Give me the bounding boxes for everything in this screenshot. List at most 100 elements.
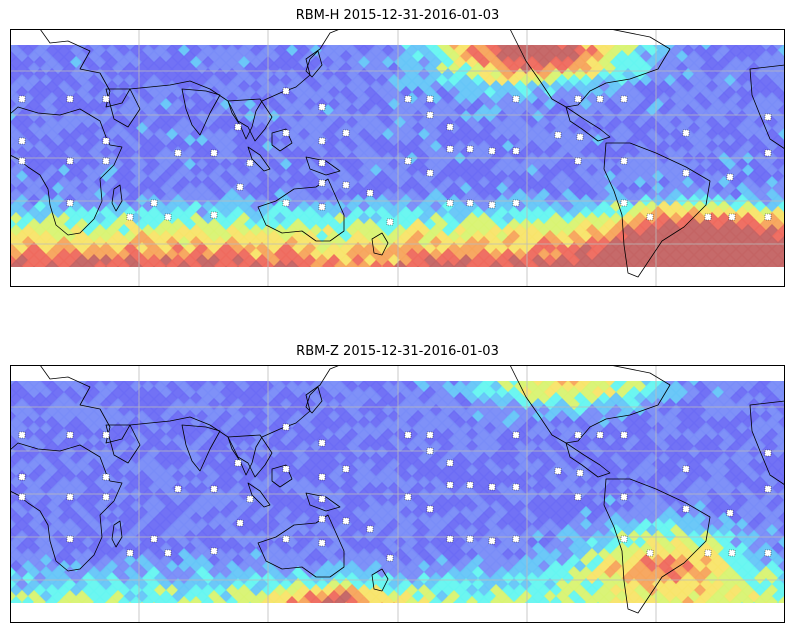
value-cell <box>777 104 785 118</box>
station-marker <box>210 211 218 219</box>
value-cell <box>777 440 785 454</box>
station-marker <box>366 189 374 197</box>
value-cell <box>777 116 785 130</box>
station-marker <box>764 113 772 121</box>
station-marker <box>102 137 110 145</box>
station-marker <box>210 149 218 157</box>
map-panel-rbm-z[interactable] <box>10 365 785 623</box>
value-cell <box>777 380 785 394</box>
station-marker <box>596 95 604 103</box>
station-marker <box>318 159 326 167</box>
station-marker <box>318 179 326 187</box>
station-marker <box>764 213 772 221</box>
coastline-borneo <box>271 128 293 152</box>
station-marker <box>764 149 772 157</box>
value-cell <box>777 452 785 466</box>
coastline-safrica2 <box>749 64 785 150</box>
value-cell <box>777 548 785 562</box>
coastline-namerica <box>509 29 671 108</box>
station-marker <box>576 133 584 141</box>
station-marker <box>488 201 496 209</box>
value-cell <box>777 56 785 70</box>
coastline-africa <box>10 106 123 236</box>
map-panel-rbm-h[interactable] <box>10 29 785 287</box>
coastline-arabia <box>105 88 141 128</box>
station-marker <box>704 213 712 221</box>
value-cell <box>777 464 785 478</box>
value-cell <box>777 572 785 586</box>
station-marker <box>18 157 26 165</box>
station-marker <box>102 95 110 103</box>
station-marker <box>446 145 454 153</box>
value-cell <box>777 512 785 526</box>
value-cell <box>777 176 785 190</box>
station-marker <box>574 157 582 165</box>
station-markers <box>18 87 772 226</box>
station-marker <box>574 95 582 103</box>
station-marker <box>682 129 690 137</box>
coastlines <box>10 29 785 278</box>
station-marker <box>18 137 26 145</box>
station-marker <box>66 199 74 207</box>
no-data-band <box>10 267 785 287</box>
station-marker <box>620 199 628 207</box>
station-marker <box>234 123 242 131</box>
coastline-sumatra <box>247 146 271 172</box>
value-cell <box>777 488 785 502</box>
station-marker <box>466 145 474 153</box>
map-rbm-h[interactable] <box>10 29 785 287</box>
value-cell <box>777 68 785 82</box>
station-marker <box>174 149 182 157</box>
station-marker <box>126 213 134 221</box>
value-cell <box>777 92 785 106</box>
station-marker <box>282 129 290 137</box>
station-marker <box>150 199 158 207</box>
coastline-japan <box>305 50 323 78</box>
value-cell <box>777 80 785 94</box>
value-cell <box>777 392 785 406</box>
station-marker <box>512 147 520 155</box>
value-cell <box>777 140 785 154</box>
station-marker <box>404 157 412 165</box>
value-cell <box>777 500 785 514</box>
value-cell <box>777 236 785 250</box>
station-marker <box>102 157 110 165</box>
station-marker <box>282 199 290 207</box>
value-cell <box>777 248 785 262</box>
station-marker <box>426 169 434 177</box>
station-marker <box>318 137 326 145</box>
coastline-india <box>181 88 221 136</box>
station-marker <box>246 159 254 167</box>
station-marker <box>646 213 654 221</box>
value-cell <box>777 224 785 238</box>
coastline-centam <box>565 106 611 142</box>
coastline-madagascar <box>111 184 123 212</box>
gridlines <box>10 29 785 287</box>
map-title-rbm-h: RBM-H 2015-12-31-2016-01-03 <box>295 8 500 23</box>
station-marker <box>682 169 690 177</box>
value-cell <box>777 536 785 550</box>
map-frame <box>10 29 785 287</box>
coastline-nz <box>371 232 389 256</box>
station-marker <box>554 131 562 139</box>
station-marker <box>512 95 520 103</box>
station-marker <box>66 95 74 103</box>
station-marker <box>728 213 736 221</box>
station-marker <box>726 173 734 181</box>
station-marker <box>342 129 350 137</box>
coastline-australia <box>257 178 345 242</box>
station-marker <box>488 147 496 155</box>
coastline-seasia <box>227 98 273 142</box>
station-marker <box>512 199 520 207</box>
station-marker <box>426 111 434 119</box>
value-cell <box>777 152 785 166</box>
station-marker <box>236 183 244 191</box>
value-cell <box>777 476 785 490</box>
value-mosaic <box>10 38 785 280</box>
station-marker <box>446 123 454 131</box>
coastline-samerica <box>603 142 711 278</box>
map-rbm-z[interactable] <box>10 365 785 623</box>
station-marker <box>66 157 74 165</box>
station-marker <box>18 95 26 103</box>
map-title-rbm-z: RBM-Z 2015-12-31-2016-01-03 <box>296 344 499 359</box>
